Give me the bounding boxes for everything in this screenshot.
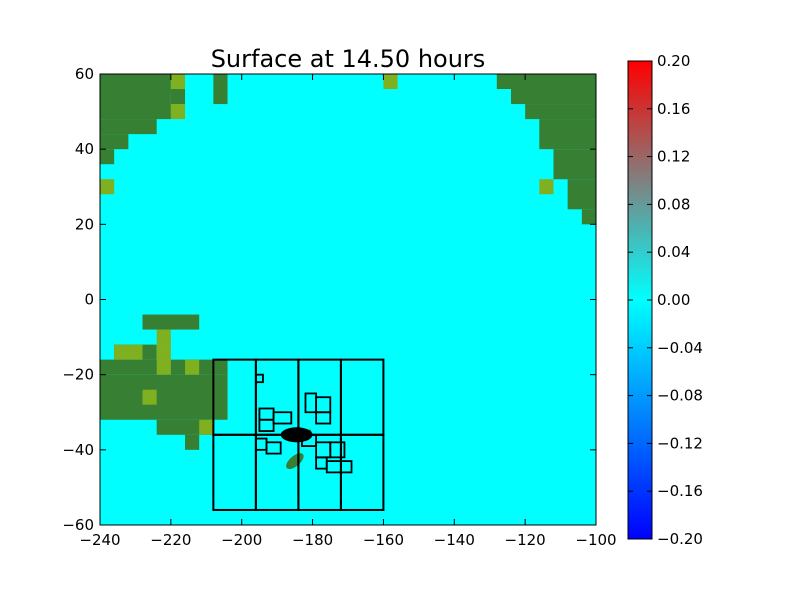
land-cell — [100, 119, 157, 135]
x-axis: −240 −220 −200 −180 −160 −140 −120 −100 — [79, 74, 617, 549]
colorbar-tick-label: 0.04 — [657, 243, 690, 261]
fine-refinement-box — [265, 441, 282, 455]
colorbar-tick-label: −0.04 — [657, 339, 703, 357]
land-light-cell — [170, 74, 186, 90]
land-light-cell — [156, 329, 171, 345]
land-cell — [100, 374, 228, 420]
refinement-boxes — [212, 358, 385, 511]
land-cell — [525, 104, 596, 120]
land-light-cell — [156, 344, 171, 375]
x-tick-label: −160 — [363, 531, 404, 549]
colorbar-tick-label: −0.16 — [657, 482, 703, 500]
fine-refinement-box — [329, 441, 346, 459]
land-cell — [539, 119, 596, 150]
y-tick-label: 40 — [75, 140, 94, 158]
land-light-cell — [114, 344, 143, 360]
land-cell — [581, 209, 596, 225]
colorbar-tick-label: −0.08 — [657, 387, 703, 405]
land-layer — [100, 74, 596, 450]
fine-refinement-box — [315, 411, 332, 425]
land-light-cell — [170, 104, 186, 120]
y-tick-label: 20 — [75, 215, 94, 233]
land-light-cell — [100, 179, 115, 195]
x-tick-label: −200 — [221, 531, 262, 549]
land-light-cell — [539, 179, 554, 195]
land-light-cell — [199, 419, 214, 435]
fine-refinement-box — [254, 373, 264, 384]
colorbar-tick-label: −0.12 — [657, 434, 703, 452]
water-background — [100, 74, 596, 525]
land-cell — [567, 179, 596, 210]
x-tick-label: −140 — [434, 531, 475, 549]
y-tick-label: −60 — [62, 516, 94, 534]
colorbar-tick-label: 0.00 — [657, 291, 690, 309]
land-cell — [553, 149, 596, 180]
land-cell — [213, 74, 228, 105]
fine-refinement-box — [272, 411, 293, 425]
y-tick-label: 0 — [84, 291, 94, 309]
fine-refinement-box — [340, 460, 353, 474]
fine-refinement-box — [258, 418, 275, 432]
land-light-cell — [142, 389, 157, 405]
y-tick-label: −40 — [62, 441, 94, 459]
x-tick-label: −180 — [292, 531, 333, 549]
colorbar-tick-label: 0.20 — [657, 52, 690, 70]
chart-title: Surface at 14.50 hours — [211, 45, 486, 73]
colorbar-tick-label: 0.16 — [657, 100, 690, 118]
land-cell — [496, 74, 596, 90]
land-cell — [100, 74, 171, 120]
x-tick-label: −240 — [79, 531, 120, 549]
land-light-cell — [383, 74, 398, 90]
x-tick-label: −220 — [150, 531, 191, 549]
dense-refinement-cluster — [280, 427, 313, 443]
land-light-cell — [185, 359, 200, 375]
colorbar-tick-label: 0.08 — [657, 195, 690, 213]
land-cell — [142, 314, 200, 330]
x-tick-label: −100 — [575, 531, 616, 549]
plot-area — [99, 73, 597, 526]
colorbar: −0.20 −0.16 −0.12 −0.08 −0.04 0.00 0.04 0.08 0.1… — [627, 52, 703, 548]
colorbar-tick-label: −0.20 — [657, 530, 703, 548]
colorbar-tick-label: 0.12 — [657, 148, 690, 166]
land-cell — [100, 134, 129, 150]
x-tick-label: −120 — [505, 531, 546, 549]
land-cell — [510, 89, 596, 105]
colorbar-ticks: −0.20 −0.16 −0.12 −0.08 −0.04 0.00 0.04 0.08 0.1… — [628, 52, 703, 548]
y-axis: −60 −40 −20 0 20 40 60 — [62, 65, 596, 534]
land-cell — [170, 89, 186, 105]
land-cell — [100, 149, 115, 165]
land-cell — [185, 434, 200, 450]
y-tick-label: −20 — [62, 366, 94, 384]
y-tick-label: 60 — [75, 65, 94, 83]
